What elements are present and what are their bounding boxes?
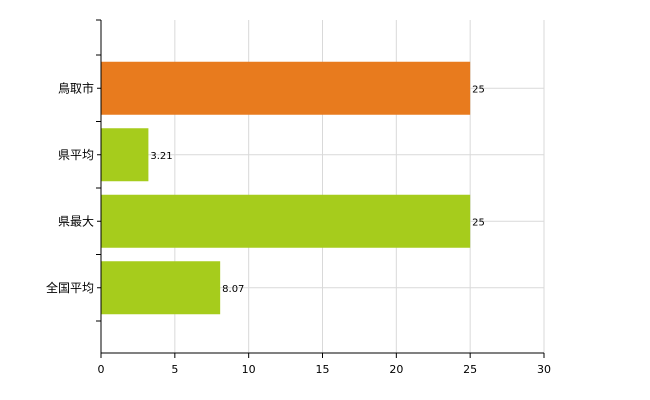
x-tick-label: 25 <box>463 363 477 376</box>
category-label: 全国平均 <box>46 280 94 295</box>
x-tick-label: 10 <box>242 363 256 376</box>
bar <box>101 261 221 315</box>
category-label: 鳥取市 <box>58 80 94 95</box>
x-tick-label: 5 <box>171 363 178 376</box>
bar <box>101 128 149 182</box>
data-label: 25 <box>472 84 485 95</box>
bar <box>101 61 471 115</box>
data-label: 3.21 <box>150 151 172 162</box>
axes <box>96 19 545 358</box>
category-label: 県平均 <box>58 148 94 162</box>
category-label: 県最大 <box>58 214 94 228</box>
x-tick-label: 20 <box>389 363 403 376</box>
data-label: 8.07 <box>222 284 244 295</box>
x-tick-label: 0 <box>98 363 105 376</box>
x-tick-label: 30 <box>537 363 551 376</box>
bar <box>101 194 471 248</box>
x-tick-label: 15 <box>316 363 330 376</box>
bars <box>101 61 471 315</box>
data-label: 25 <box>472 217 485 228</box>
